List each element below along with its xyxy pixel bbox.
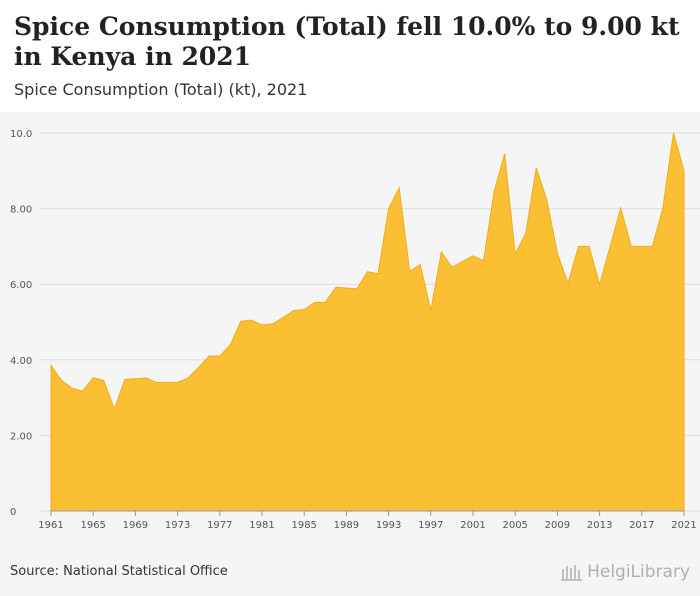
area-series	[50, 132, 685, 512]
y-tick-label: 8.00	[10, 205, 32, 216]
x-tick-label: 2001	[460, 520, 485, 531]
x-tick-label: 2021	[671, 520, 696, 531]
y-tick-label: 2.00	[10, 431, 32, 442]
library-icon	[561, 565, 583, 581]
chart-subtitle: Spice Consumption (Total) (kt), 2021	[14, 80, 308, 99]
x-tick-label: 1981	[249, 520, 274, 531]
x-tick-label: 1977	[207, 520, 232, 531]
x-tick-label: 1993	[376, 520, 401, 531]
y-axis: 0 2.00 4.00 6.00 8.00 10.0	[10, 129, 32, 518]
header: Spice Consumption (Total) fell 10.0% to …	[0, 0, 700, 112]
footer: Source: National Statistical Office Helg…	[0, 552, 700, 596]
source-note: Source: National Statistical Office	[10, 564, 228, 579]
y-tick-label: 0	[10, 507, 16, 518]
x-tick-label: 2013	[587, 520, 612, 531]
x-tick-label: 2009	[545, 520, 570, 531]
y-tick-label: 4.00	[10, 356, 32, 367]
x-axis: 1961 1965 1969 1973 1977 1981 1985 1989 1993 1997…	[38, 510, 697, 531]
x-tick-label: 1969	[123, 520, 148, 531]
x-tick-label: 1997	[418, 520, 443, 531]
chart-area: 0 2.00 4.00 6.00 8.00 10.0 1961 1965 1969 1973 19…	[0, 112, 700, 552]
x-tick-label: 1985	[291, 520, 316, 531]
x-tick-label: 1989	[334, 520, 359, 531]
x-tick-label: 1965	[80, 520, 105, 531]
logo-text: HelgiLibrary	[587, 562, 690, 582]
x-tick-label: 1973	[165, 520, 190, 531]
y-tick-label: 10.0	[10, 129, 32, 140]
x-tick-label: 2017	[629, 520, 654, 531]
y-tick-label: 6.00	[10, 280, 32, 291]
chart-title: Spice Consumption (Total) fell 10.0% to …	[14, 12, 680, 71]
x-tick-label: 1961	[38, 520, 63, 531]
x-tick-label: 2005	[502, 520, 527, 531]
area-layer	[50, 132, 685, 512]
helgi-library-logo: HelgiLibrary	[561, 560, 690, 584]
